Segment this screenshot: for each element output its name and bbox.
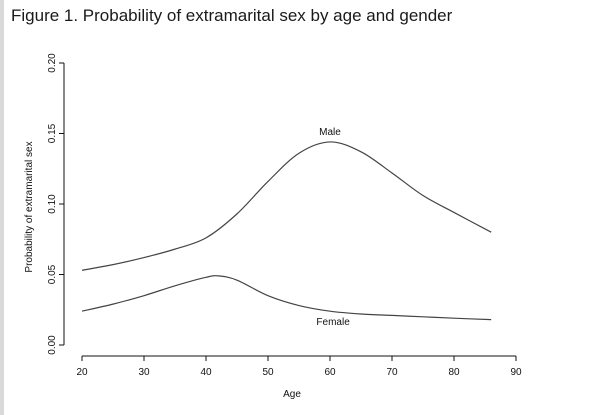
y-tick-label: 0.10 bbox=[47, 194, 58, 214]
x-tick-label: 80 bbox=[448, 367, 460, 378]
y-axis-title: Probability of extramarital sex bbox=[24, 141, 35, 272]
series-label-male: Male bbox=[319, 127, 341, 138]
page-left-border bbox=[0, 0, 4, 415]
x-tick-label: 50 bbox=[262, 367, 274, 378]
series-lines bbox=[81, 141, 492, 321]
y-tick-label: 0.00 bbox=[47, 335, 58, 355]
y-tick-label: 0.20 bbox=[47, 53, 58, 73]
y-tick-label: 0.05 bbox=[47, 264, 58, 284]
labels: Age Probability of extramarital sex Male… bbox=[24, 127, 350, 400]
x-tick-label: 60 bbox=[324, 367, 336, 378]
x-axis-title: Age bbox=[283, 389, 301, 400]
x-tick-label: 20 bbox=[76, 367, 88, 378]
x-tick-label: 90 bbox=[510, 367, 522, 378]
x-tick-label: 30 bbox=[138, 367, 150, 378]
x-tick-label: 40 bbox=[200, 367, 212, 378]
y-tick-label: 0.15 bbox=[47, 123, 58, 143]
series-label-female: Female bbox=[316, 317, 350, 328]
series-line-female bbox=[81, 275, 492, 321]
axes: 0.00 0.05 0.10 0.15 0.20 20 30 40 50 60 70 80 90 bbox=[47, 53, 522, 378]
figure-title: Figure 1. Probability of extramarital se… bbox=[11, 6, 453, 25]
series-line-male bbox=[81, 141, 492, 271]
x-tick-label: 70 bbox=[386, 367, 398, 378]
